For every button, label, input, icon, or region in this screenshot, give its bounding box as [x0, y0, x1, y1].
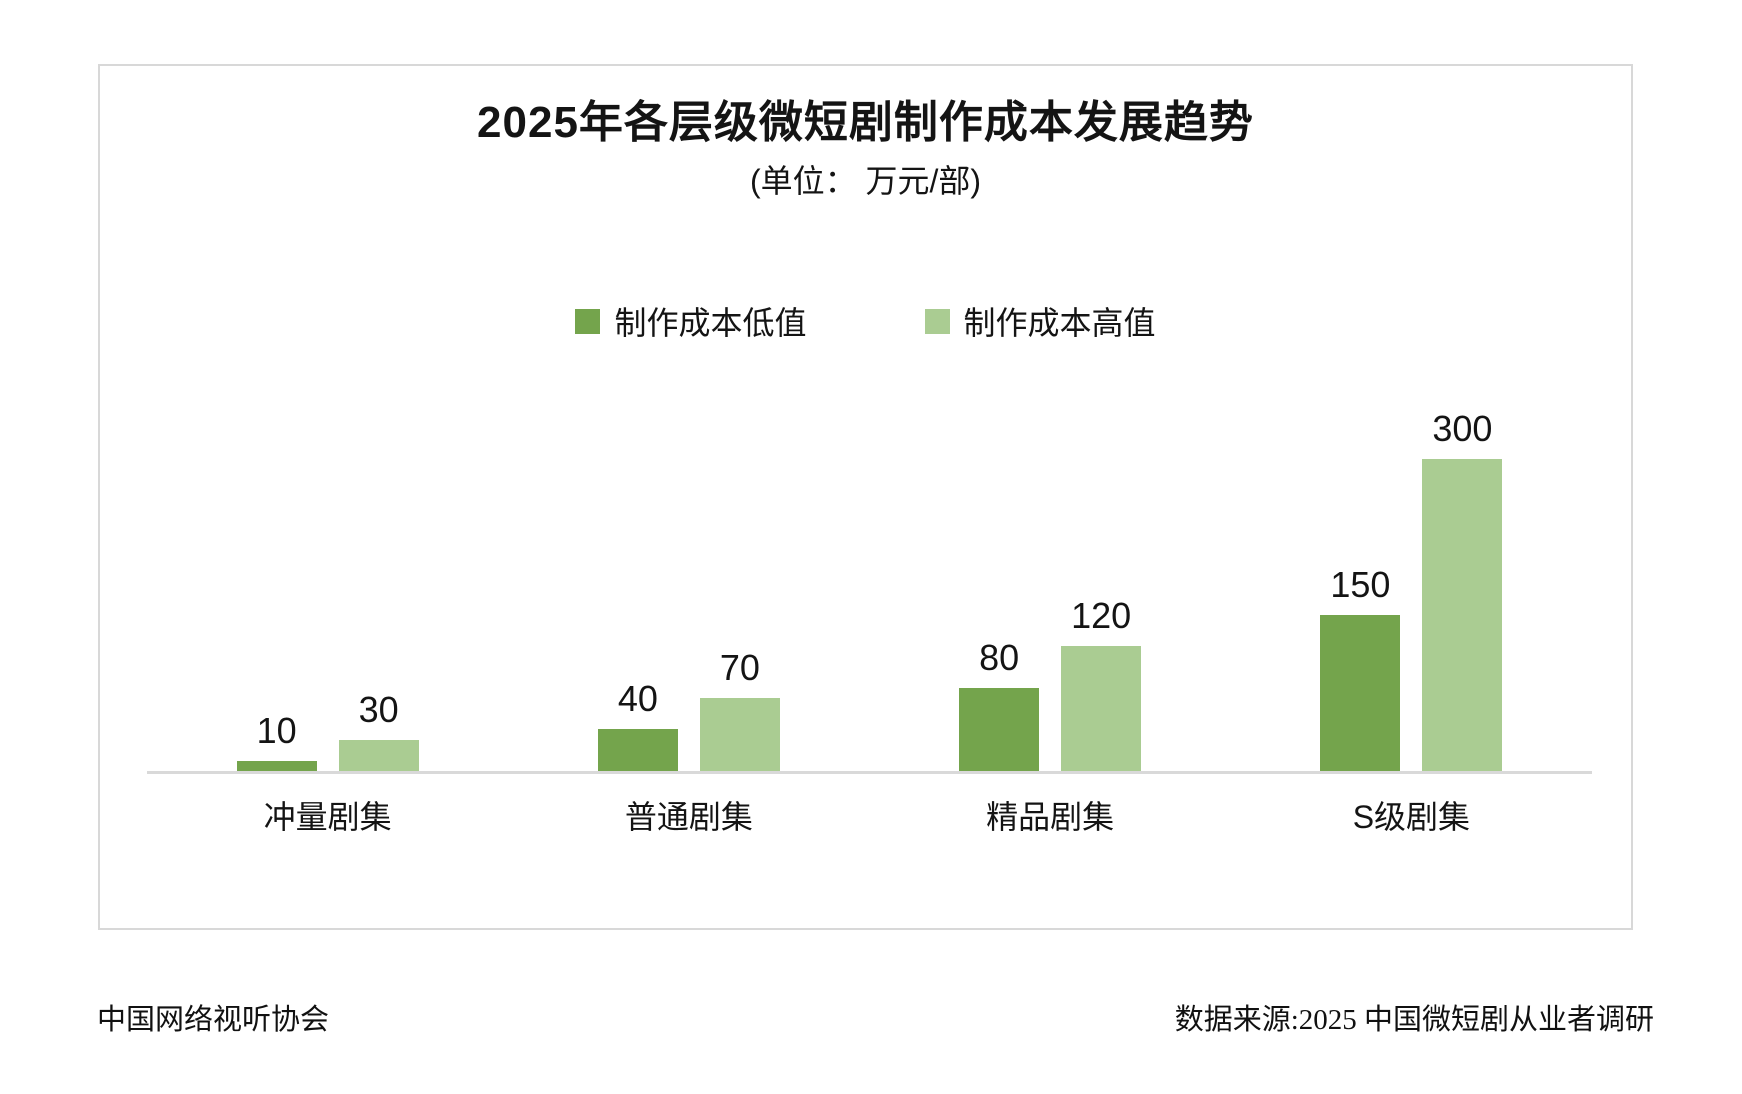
bar-value-label: 150 — [1330, 564, 1391, 605]
legend-swatch-low-icon — [575, 308, 601, 334]
bar — [597, 729, 678, 771]
bar-column: 80 — [959, 637, 1040, 771]
x-axis-category-label: 精品剧集 — [986, 799, 1115, 835]
chart-legend: 制作成本低值 制作成本高值 — [100, 298, 1631, 344]
bar-group: 150 300 — [1320, 408, 1503, 771]
bar-value-label: 10 — [256, 710, 297, 751]
x-axis-category-label: 冲量剧集 — [263, 799, 392, 835]
x-axis-labels: 冲量剧集 普通剧集 精品剧集 S级剧集 — [147, 792, 1592, 838]
bar-column: 150 — [1320, 564, 1401, 771]
bar — [699, 698, 780, 771]
bar — [338, 740, 419, 771]
bar — [1061, 646, 1142, 771]
legend-entry-high: 制作成本高值 — [924, 298, 1156, 344]
bar-column: 40 — [597, 678, 678, 771]
bar — [1320, 615, 1401, 771]
bar-value-label: 80 — [979, 637, 1020, 678]
bar-group: 40 70 — [597, 647, 780, 771]
bar-value-label: 40 — [617, 678, 658, 719]
chart-container: 2025年各层级微短剧制作成本发展趋势 (单位： 万元/部) 制作成本低值 制作… — [98, 64, 1633, 930]
legend-swatch-high-icon — [924, 308, 950, 334]
bar — [236, 761, 317, 771]
bar — [959, 688, 1040, 771]
bar-column: 70 — [699, 647, 780, 771]
legend-label-high: 制作成本高值 — [963, 305, 1156, 341]
bar-value-label: 300 — [1432, 408, 1493, 449]
bar — [1422, 459, 1503, 771]
bar-column: 30 — [338, 689, 419, 771]
chart-unit-label: (单位： 万元/部) — [749, 163, 982, 199]
bar-group: 80 120 — [959, 595, 1142, 771]
legend-entry-low: 制作成本低值 — [575, 298, 807, 344]
legend-label-low: 制作成本低值 — [614, 305, 807, 341]
chart-title: 2025年各层级微短剧制作成本发展趋势 — [477, 98, 1254, 147]
bar-value-label: 30 — [358, 689, 399, 730]
source-organization: 中国网络视听协会 — [97, 1004, 330, 1036]
plot-area: 10 30 40 70 80 120 150 300 — [147, 66, 1592, 771]
bar-value-label: 70 — [719, 647, 760, 688]
data-source-note: 数据来源:2025 中国微短剧从业者调研 — [1174, 1004, 1654, 1036]
x-axis-category-label: 普通剧集 — [624, 799, 753, 835]
x-axis-category-label: S级剧集 — [1352, 799, 1471, 835]
bar-column: 10 — [236, 710, 317, 771]
bar-group: 10 30 — [236, 689, 419, 771]
bar-column: 120 — [1061, 595, 1142, 771]
bar-column: 300 — [1422, 408, 1503, 771]
bar-value-label: 120 — [1071, 595, 1132, 636]
x-axis-line — [147, 771, 1592, 774]
